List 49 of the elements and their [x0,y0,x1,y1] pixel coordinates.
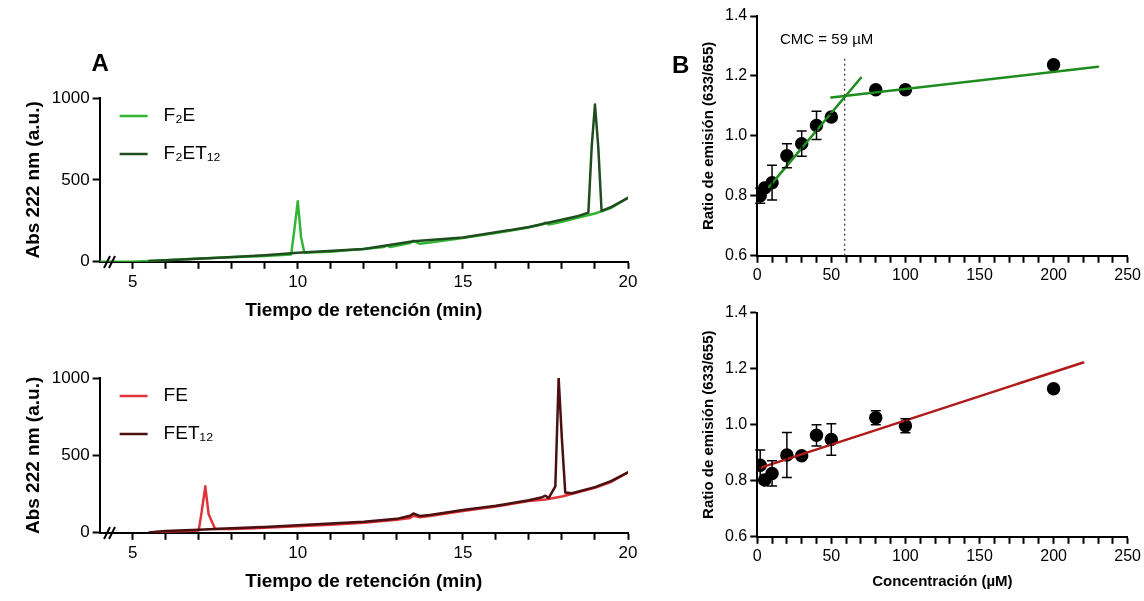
y-axis-title: Ratio de emisión (633/655) [699,41,717,231]
x-tick-label: 250 [1114,265,1142,283]
text: A [91,48,109,76]
x-tick-label: 150 [966,546,993,564]
y-tick-label: 0.8 [724,471,748,489]
y-tick-label: 1.2 [724,66,748,84]
x-tick-label: 100 [892,546,919,564]
x-tick-label: 0 [752,546,762,564]
x-tick-label: 150 [966,265,993,283]
x-tick-label: 0 [752,265,762,283]
x-tick-label: 250 [1114,546,1142,564]
x-axis-title: Tiempo de retención (min) [245,569,483,591]
x-tick-label: 5 [127,542,138,562]
y-tick-label: 1.4 [724,6,748,24]
y-tick-label: 0 [80,522,90,542]
legend-label: F₂E [163,104,196,126]
y-tick-label: 500 [61,445,90,465]
x-tick-label: 200 [1040,546,1068,564]
x-tick-label: 5 [127,271,138,291]
y-tick-label: 500 [61,169,90,189]
y-tick-label: 0.8 [724,186,748,204]
y-tick-label: 1.0 [724,126,748,144]
y-tick-label: 1.0 [724,415,748,433]
x-tick-label: 100 [892,265,919,283]
x-tick-label: 20 [618,271,638,291]
y-tick-label: 1000 [51,87,90,107]
x-tick-label: 200 [1040,265,1068,283]
ref-line-label: CMC = 59 µM [780,30,874,48]
legend-label: FET₁₂ [163,422,214,444]
x-tick-label: 15 [453,271,473,291]
x-tick-label: 50 [822,546,841,564]
y-tick-label: 0.6 [724,527,748,545]
x-tick-label: 10 [288,542,308,562]
x-tick-label: 15 [453,542,473,562]
y-axis-title: Abs 222 nm (a.u.) [21,101,43,259]
x-tick-label: 10 [288,271,308,291]
legend-label: FE [163,384,188,406]
y-axis-title: Ratio de emisión (633/655) [699,330,717,519]
y-axis-title: Abs 222 nm (a.u.) [21,376,43,535]
legend-label: F₂ET₁₂ [163,142,221,164]
y-tick-label: 1000 [51,367,90,387]
x-axis-title: Tiempo de retención (min) [245,298,483,320]
x-tick-label: 50 [822,265,841,283]
x-tick-label: 20 [618,542,638,562]
x-axis-title: Concentración (µM) [872,572,1013,590]
y-tick-label: 1.4 [724,303,748,321]
y-tick-label: 0.6 [724,246,748,264]
text: B [672,50,690,78]
y-tick-label: 1.2 [724,359,748,377]
